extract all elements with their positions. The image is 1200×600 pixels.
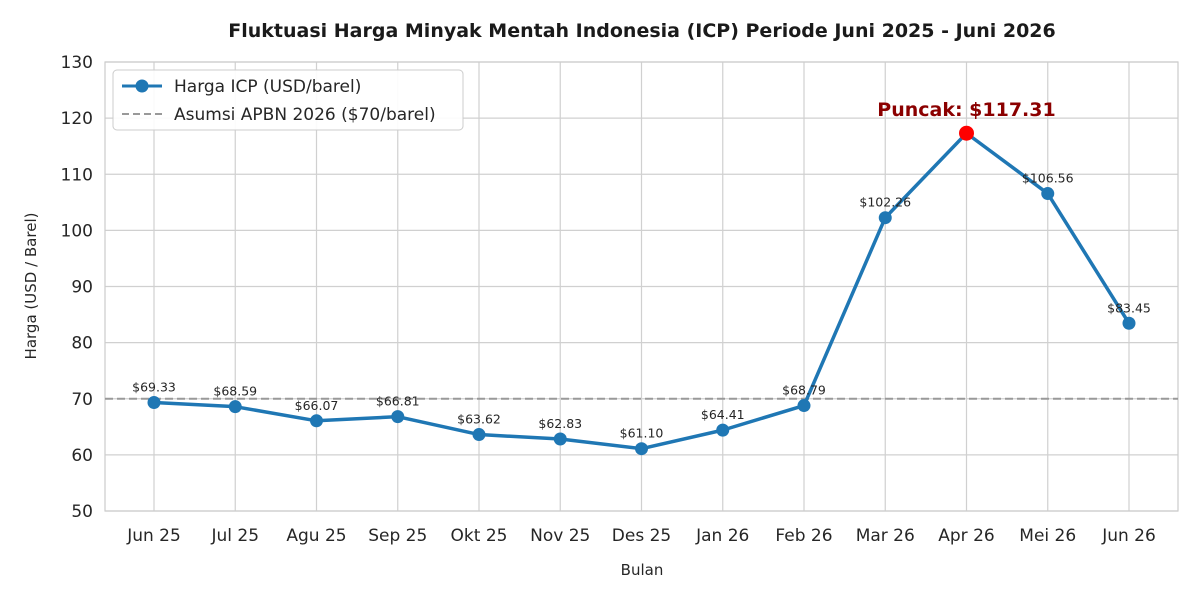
data-point [878,211,892,225]
x-tick-label: Agu 25 [286,526,346,546]
peak-annotation: Puncak: $117.31 [877,99,1055,121]
x-tick-label: Jul 25 [210,526,259,546]
peak-point [959,125,974,141]
legend-series-label: Harga ICP (USD/barel) [174,77,361,97]
y-axis-label: Harga (USD / Barel) [22,213,40,360]
y-tick-label: 60 [71,446,93,466]
x-tick-label: Okt 25 [451,526,508,546]
data-label: $83.45 [1107,300,1151,315]
y-tick-label: 120 [61,109,93,129]
data-label: $66.81 [376,394,420,409]
data-point [797,399,811,413]
legend: Harga ICP (USD/barel) Asumsi APBN 2026 (… [112,69,464,131]
plot-frame [104,61,1179,512]
data-label: $62.83 [538,416,582,431]
y-tick-label: 50 [71,502,93,522]
x-tick-label: Jun 26 [1101,526,1156,546]
data-label: $64.41 [701,407,745,422]
data-label: $102.26 [859,195,911,210]
data-label: $106.56 [1022,171,1074,186]
data-point [391,410,405,424]
x-tick-label: Feb 26 [775,526,832,546]
y-tick-label: 130 [61,53,93,73]
legend-series-marker [135,79,149,93]
x-axis-label: Bulan [621,561,664,579]
data-label: $69.33 [132,380,176,395]
y-tick-label: 110 [61,165,93,185]
x-tick-label: Mei 26 [1019,526,1076,546]
legend-box [112,69,464,131]
data-point [147,396,161,410]
data-label: $61.10 [620,426,664,441]
data-point [553,432,567,446]
data-label: $68.59 [213,384,257,399]
data-point [472,428,486,442]
y-tick-label: 70 [71,390,93,410]
data-point [716,423,730,437]
data-point [1041,187,1055,201]
y-tick-label: 80 [71,334,93,354]
x-tick-label: Jun 25 [126,526,181,546]
data-point [228,400,242,414]
plot-area: 50 60 70 80 90 100 110 120 130 Jun 25 Jul 25 Agu 25… [61,53,1179,546]
x-tick-label: Nov 25 [530,526,590,546]
x-tick-label: Jan 26 [695,526,749,546]
x-tick-label: Mar 26 [856,526,915,546]
data-point [635,442,648,456]
x-tick-label: Apr 26 [938,526,994,546]
data-label: $68.79 [782,383,826,398]
data-label: $66.07 [295,398,339,413]
data-point [310,414,323,428]
y-tick-label: 100 [61,221,93,241]
y-tick-label: 90 [71,278,93,298]
x-tick-label: Des 25 [612,526,671,546]
data-label: $63.62 [457,412,501,427]
chart-title: Fluktuasi Harga Minyak Mentah Indonesia … [228,20,1055,42]
data-point [1122,316,1136,330]
legend-reference-label: Asumsi APBN 2026 ($70/barel) [174,105,436,125]
x-tick-label: Sep 25 [368,526,427,546]
